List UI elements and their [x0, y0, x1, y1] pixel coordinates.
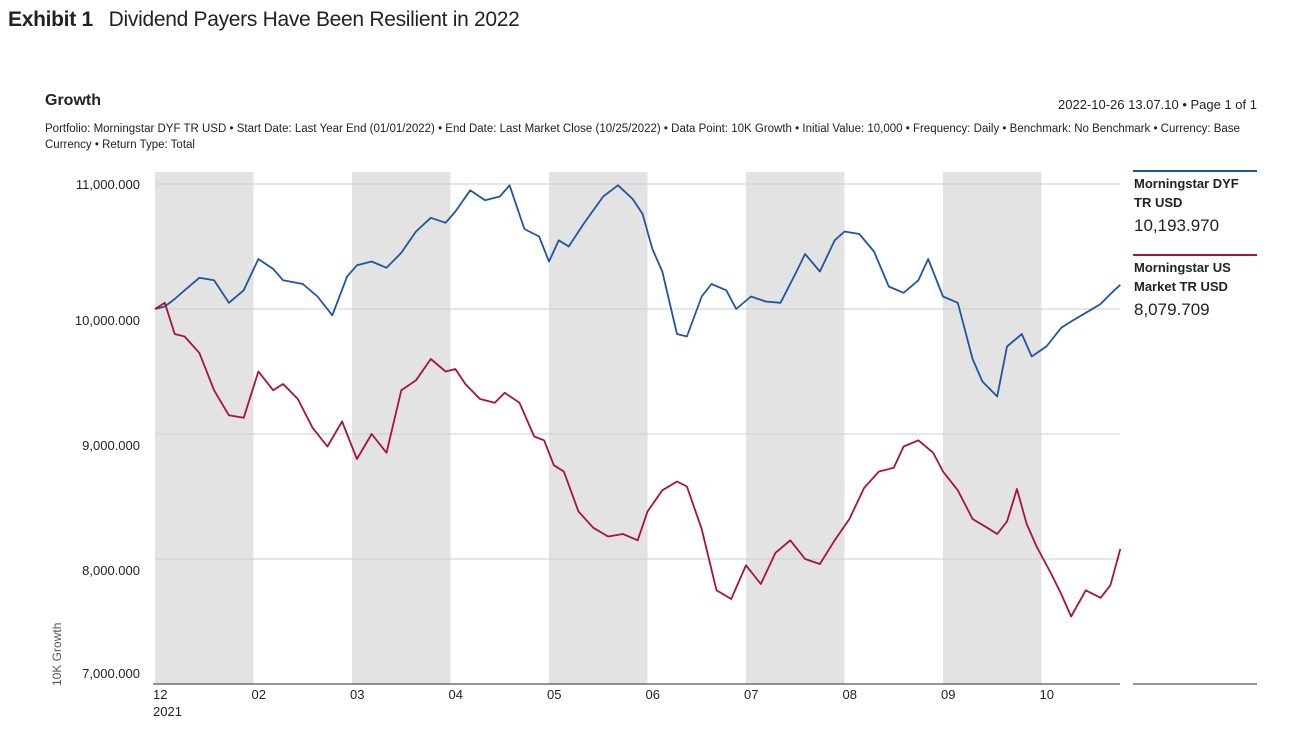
- x-tick-label: 09: [941, 687, 955, 702]
- report-timestamp: 2022-10-26 13.07.10 • Page 1 of 1: [1058, 97, 1257, 112]
- y-axis-title: 10K Growth: [50, 623, 64, 686]
- x-tick-label: 05: [547, 687, 561, 702]
- legend-dyf-name: TR USD: [1134, 195, 1182, 210]
- x-tick-label: 10: [1040, 687, 1054, 702]
- x-tick-label: 12: [153, 687, 167, 702]
- x-tick-label: 04: [449, 687, 463, 702]
- month-band-0: [155, 172, 254, 684]
- x-tick-label: 03: [350, 687, 364, 702]
- legend-us-market-value: 8,079.709: [1134, 300, 1210, 319]
- report-parameters: Portfolio: Morningstar DYF TR USD • Star…: [45, 123, 1240, 151]
- y-tick-label: 8,000.000: [82, 563, 140, 578]
- y-tick-label: 9,000.000: [82, 438, 140, 453]
- month-band-2: [549, 172, 648, 684]
- us-market-series-line: [154, 301, 1122, 618]
- legend-dyf-value: 10,193.970: [1134, 216, 1219, 235]
- exhibit-heading: Exhibit 1 Dividend Payers Have Been Resi…: [8, 8, 520, 32]
- month-band-1: [352, 172, 451, 684]
- x-tick-label: 06: [646, 687, 660, 702]
- exhibit-title: Dividend Payers Have Been Resilient in 2…: [108, 8, 520, 31]
- x-tick-label: 07: [744, 687, 758, 702]
- legend-us-market-name: Market TR USD: [1134, 279, 1228, 294]
- dyf-series-line: [154, 184, 1121, 398]
- month-band-3: [746, 172, 845, 684]
- y-tick-label: 11,000.000: [76, 177, 140, 192]
- section-title: Growth: [45, 92, 101, 109]
- y-tick-label: 10,000.000: [75, 313, 140, 328]
- y-tick-label: 7,000.000: [82, 666, 140, 681]
- legend-dyf-name: Morningstar DYF: [1134, 176, 1239, 191]
- legend-us-market-name: Morningstar US: [1134, 260, 1231, 275]
- x-year-label: 2021: [153, 704, 182, 719]
- x-tick-label: 08: [843, 687, 857, 702]
- exhibit-label: Exhibit 1: [8, 8, 93, 31]
- x-tick-label: 02: [252, 687, 266, 702]
- month-band-4: [943, 172, 1042, 684]
